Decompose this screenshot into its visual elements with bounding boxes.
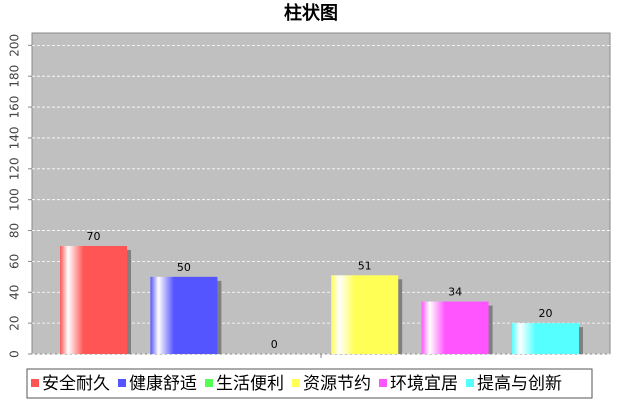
y-tick-label: 100 bbox=[8, 188, 22, 211]
legend-swatch bbox=[379, 379, 387, 387]
bar bbox=[421, 301, 489, 354]
legend-label: 健康舒适 bbox=[129, 374, 197, 394]
y-tick-label: 20 bbox=[8, 315, 22, 330]
legend-swatch bbox=[118, 379, 126, 387]
legend-swatch bbox=[466, 379, 474, 387]
legend-label: 生活便利 bbox=[216, 374, 284, 394]
legend-label: 提高与创新 bbox=[477, 374, 562, 394]
y-tick-label: 40 bbox=[8, 285, 22, 300]
y-tick-label: 140 bbox=[8, 126, 22, 149]
legend-swatch bbox=[205, 379, 213, 387]
value-label: 51 bbox=[358, 259, 372, 272]
value-label: 0 bbox=[271, 338, 278, 351]
value-label: 50 bbox=[177, 261, 191, 274]
y-tick-label: 120 bbox=[8, 157, 22, 180]
legend-label: 资源节约 bbox=[303, 374, 371, 394]
y-tick-label: 60 bbox=[8, 254, 22, 269]
chart-title: 柱状图 bbox=[284, 2, 338, 24]
value-label: 34 bbox=[448, 286, 462, 299]
y-tick-label: 80 bbox=[8, 223, 22, 238]
bar bbox=[150, 276, 218, 354]
value-label: 70 bbox=[87, 230, 101, 243]
legend-label: 安全耐久 bbox=[42, 374, 110, 394]
y-tick-label: 200 bbox=[8, 34, 22, 57]
bar bbox=[512, 323, 579, 354]
legend-swatch bbox=[292, 379, 300, 387]
y-tick-label: 0 bbox=[8, 350, 22, 358]
bar bbox=[60, 245, 127, 354]
y-tick-label: 180 bbox=[8, 65, 22, 88]
value-label: 20 bbox=[539, 307, 553, 320]
legend-swatch bbox=[31, 379, 39, 387]
bar bbox=[331, 275, 399, 354]
y-tick-label: 160 bbox=[8, 96, 22, 119]
legend-label: 环境宜居 bbox=[390, 374, 458, 394]
